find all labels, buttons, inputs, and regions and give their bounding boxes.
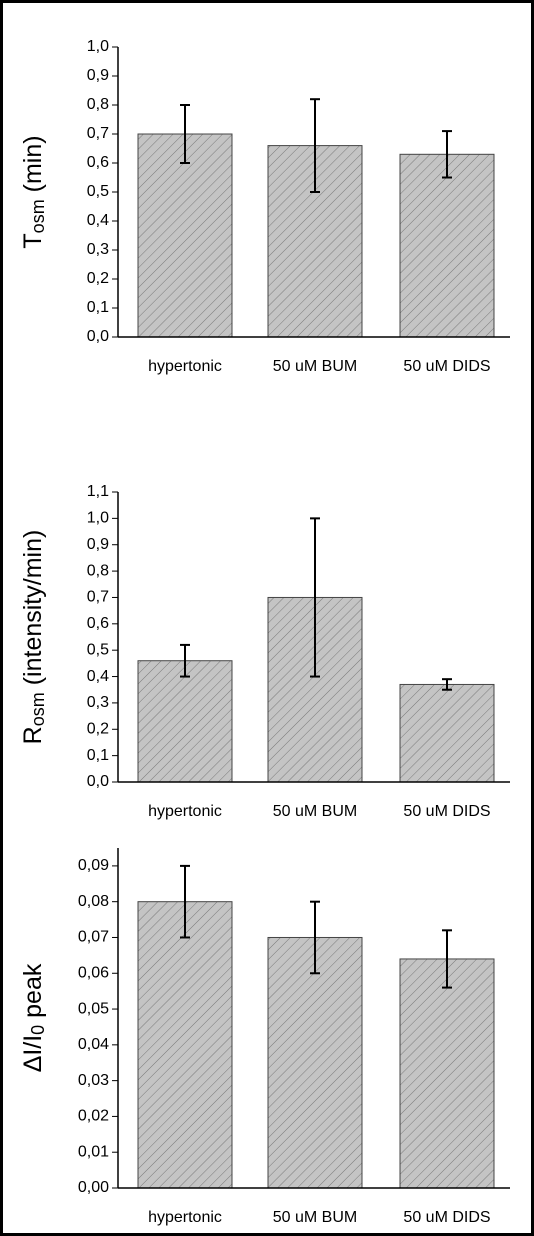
y-axis-label: Tosm (min) (19, 135, 49, 248)
bar (399, 153, 495, 338)
y-tick-label: 0,8 (87, 562, 109, 579)
bar (137, 133, 233, 338)
x-tick-label: 50 uM DIDS (403, 358, 490, 375)
x-tick-label: 50 uM BUM (273, 358, 357, 375)
y-axis-label: ΔI/I0 peak (19, 963, 49, 1072)
y-tick-label: 1,0 (87, 510, 109, 527)
y-tick-label: 0,0 (87, 328, 109, 345)
x-tick-label: 50 uM DIDS (403, 1209, 490, 1226)
y-tick-label: 0,0 (87, 773, 109, 790)
y-tick-label: 0,00 (78, 1179, 109, 1196)
y-tick-label: 0,02 (78, 1108, 109, 1125)
y-axis-label: Rosm (intensity/min) (19, 530, 49, 745)
y-axis-label-part: (intensity/min) (19, 530, 47, 693)
y-tick-label: 1,0 (87, 38, 109, 55)
y-axis-label-part: osm (28, 692, 48, 726)
y-tick-label: 0,1 (87, 747, 109, 764)
x-tick-label: 50 uM BUM (273, 803, 357, 820)
bar (137, 901, 233, 1189)
y-tick-label: 0,4 (87, 212, 109, 229)
y-tick-label: 0,2 (87, 270, 109, 287)
y-tick-label: 0,5 (87, 183, 109, 200)
y-tick-label: 0,06 (78, 964, 109, 981)
y-tick-label: 0,2 (87, 720, 109, 737)
y-tick-label: 0,9 (87, 67, 109, 84)
y-tick-label: 0,3 (87, 241, 109, 258)
x-tick-label: hypertonic (148, 803, 222, 820)
x-tick-label: 50 uM BUM (273, 1209, 357, 1226)
bar (399, 683, 495, 783)
y-tick-label: 0,4 (87, 668, 109, 685)
bar (267, 936, 363, 1189)
y-tick-label: 0,08 (78, 893, 109, 910)
y-tick-label: 0,05 (78, 1000, 109, 1017)
y-tick-label: 0,03 (78, 1072, 109, 1089)
x-tick-label: hypertonic (148, 1209, 222, 1226)
y-tick-label: 0,01 (78, 1143, 109, 1160)
y-axis-label-part: R (19, 726, 47, 744)
y-tick-label: 0,9 (87, 536, 109, 553)
y-tick-label: 0,6 (87, 615, 109, 632)
y-axis-label-part: ΔI/I (19, 1035, 47, 1073)
y-tick-label: 0,07 (78, 929, 109, 946)
y-tick-label: 0,3 (87, 694, 109, 711)
x-tick-label: hypertonic (148, 358, 222, 375)
y-tick-label: 0,09 (78, 857, 109, 874)
bar (137, 660, 233, 783)
y-axis-label-part: peak (19, 963, 47, 1025)
y-tick-label: 0,7 (87, 589, 109, 606)
y-tick-label: 0,6 (87, 154, 109, 171)
y-tick-label: 0,04 (78, 1036, 109, 1053)
y-tick-label: 0,5 (87, 641, 109, 658)
bar (399, 958, 495, 1189)
y-tick-label: 0,8 (87, 96, 109, 113)
y-axis-label-part: 0 (28, 1025, 48, 1035)
y-axis-label-part: T (19, 233, 47, 248)
y-tick-label: 1,1 (87, 483, 109, 500)
y-axis-label-part: osm (28, 199, 48, 233)
y-axis-label-part: (min) (19, 135, 47, 199)
x-tick-label: 50 uM DIDS (403, 803, 490, 820)
y-tick-label: 0,7 (87, 125, 109, 142)
y-tick-label: 0,1 (87, 299, 109, 316)
